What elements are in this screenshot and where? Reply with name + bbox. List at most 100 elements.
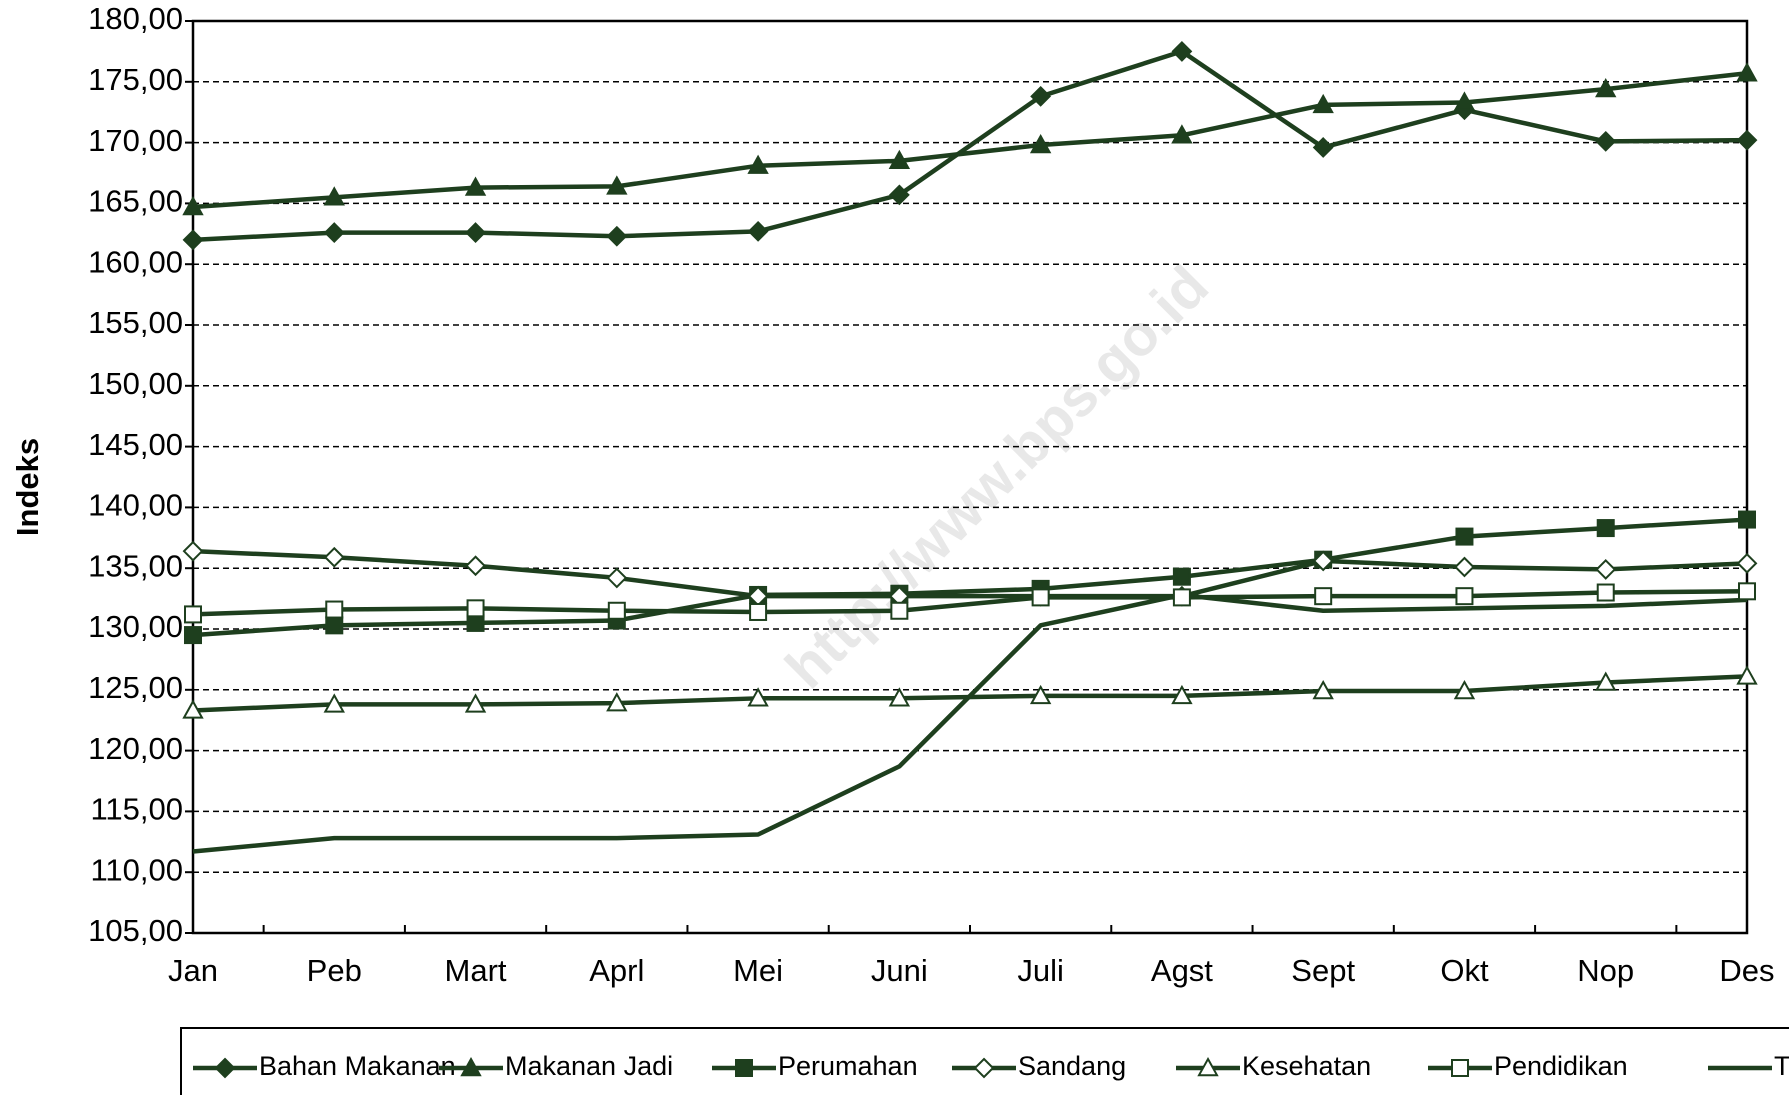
data-point bbox=[1738, 582, 1756, 601]
data-point bbox=[323, 222, 345, 243]
watermark: http://www.bps.go.id bbox=[773, 253, 1221, 701]
x-tick-label: Des bbox=[1719, 953, 1774, 988]
data-point bbox=[1736, 552, 1758, 574]
legend-marker bbox=[1197, 1056, 1219, 1077]
y-tick-label: 130,00 bbox=[88, 609, 183, 644]
y-tick-label: 135,00 bbox=[88, 548, 183, 583]
data-point bbox=[1736, 62, 1758, 82]
data-point bbox=[1455, 527, 1474, 546]
data-point bbox=[1312, 93, 1334, 114]
legend-label: Transpor bbox=[1774, 1051, 1789, 1081]
data-point bbox=[1595, 78, 1617, 98]
data-point bbox=[606, 567, 628, 589]
x-tick-label: Sept bbox=[1291, 953, 1355, 988]
legend-label: Sandang bbox=[1018, 1051, 1126, 1081]
x-tick-label: Mart bbox=[445, 953, 507, 988]
series-line bbox=[192, 71, 1748, 210]
y-tick-label: 145,00 bbox=[88, 427, 183, 462]
series-line bbox=[192, 589, 1748, 617]
y-tick-label: 115,00 bbox=[90, 792, 183, 827]
data-point bbox=[464, 693, 487, 713]
data-point bbox=[1172, 588, 1191, 607]
data-point bbox=[464, 176, 487, 196]
legend-marker bbox=[1451, 1059, 1469, 1077]
data-point bbox=[1171, 40, 1193, 62]
legend-marker bbox=[973, 1057, 995, 1079]
data-point bbox=[1595, 559, 1617, 580]
legend-marker bbox=[735, 1059, 753, 1077]
data-point bbox=[888, 149, 911, 170]
data-point bbox=[184, 605, 202, 624]
y-tick-label: 120,00 bbox=[88, 731, 183, 766]
data-point bbox=[1312, 550, 1334, 572]
data-point bbox=[1312, 679, 1334, 700]
data-point bbox=[325, 616, 344, 635]
legend-marker bbox=[460, 1056, 482, 1077]
data-point bbox=[1171, 124, 1193, 144]
data-point bbox=[606, 175, 628, 195]
data-point bbox=[1455, 587, 1474, 606]
data-point bbox=[607, 601, 626, 620]
data-point bbox=[184, 626, 202, 645]
y-tick-label: 125,00 bbox=[88, 670, 183, 705]
data-point bbox=[182, 699, 204, 719]
data-point bbox=[323, 693, 345, 713]
x-tick-label: Peb bbox=[307, 953, 362, 988]
legend-label: Pendidikan bbox=[1494, 1051, 1628, 1081]
series-line bbox=[192, 49, 1748, 243]
x-tick-label: Juli bbox=[1017, 953, 1064, 988]
data-point bbox=[1736, 665, 1758, 685]
y-tick-label: 165,00 bbox=[88, 184, 183, 219]
legend-label: Kesehatan bbox=[1242, 1051, 1371, 1081]
data-point bbox=[1312, 137, 1334, 158]
data-point bbox=[1736, 129, 1758, 151]
legend-label: Makanan Jadi bbox=[505, 1051, 673, 1081]
x-tick-label: Jan bbox=[168, 953, 218, 988]
data-point bbox=[1171, 684, 1193, 705]
x-tick-label: Nop bbox=[1577, 953, 1634, 988]
data-point bbox=[747, 220, 769, 242]
data-point bbox=[747, 687, 769, 707]
data-point bbox=[1029, 133, 1052, 154]
series-line bbox=[192, 517, 1748, 638]
data-point bbox=[1172, 567, 1191, 586]
data-point bbox=[606, 225, 628, 247]
y-tick-label: 180,00 bbox=[88, 1, 183, 36]
data-point bbox=[465, 222, 486, 243]
data-point bbox=[323, 186, 345, 206]
y-tick-label: 150,00 bbox=[88, 366, 183, 401]
data-point bbox=[325, 600, 344, 619]
data-point bbox=[1030, 85, 1052, 107]
data-point bbox=[465, 555, 486, 577]
x-tick-label: Mei bbox=[733, 953, 783, 988]
legend-label: Perumahan bbox=[778, 1051, 918, 1081]
data-point bbox=[1453, 679, 1476, 700]
data-point bbox=[182, 195, 204, 216]
data-point bbox=[1595, 671, 1617, 691]
data-point bbox=[1314, 587, 1333, 606]
y-tick-label: 105,00 bbox=[88, 913, 183, 948]
data-point bbox=[747, 154, 769, 174]
y-tick-label: 170,00 bbox=[88, 123, 183, 158]
data-point bbox=[749, 602, 768, 621]
data-point bbox=[1596, 519, 1615, 538]
data-point bbox=[1596, 583, 1615, 602]
data-point bbox=[1029, 684, 1052, 705]
x-tick-label: Juni bbox=[871, 953, 928, 988]
y-axis-label: Indeks bbox=[10, 438, 45, 536]
data-point bbox=[890, 601, 909, 620]
y-tick-label: 155,00 bbox=[88, 305, 183, 340]
legend-label: Bahan Makanan bbox=[259, 1051, 456, 1081]
data-point bbox=[606, 692, 628, 712]
series-line bbox=[192, 548, 1748, 599]
x-tick-label: Okt bbox=[1440, 953, 1489, 988]
y-tick-label: 160,00 bbox=[88, 244, 183, 279]
legend-marker bbox=[214, 1057, 236, 1079]
y-tick-label: 175,00 bbox=[88, 62, 183, 97]
data-point bbox=[323, 546, 345, 568]
x-tick-label: Agst bbox=[1151, 953, 1213, 988]
data-point bbox=[888, 687, 911, 707]
data-point bbox=[466, 599, 485, 618]
